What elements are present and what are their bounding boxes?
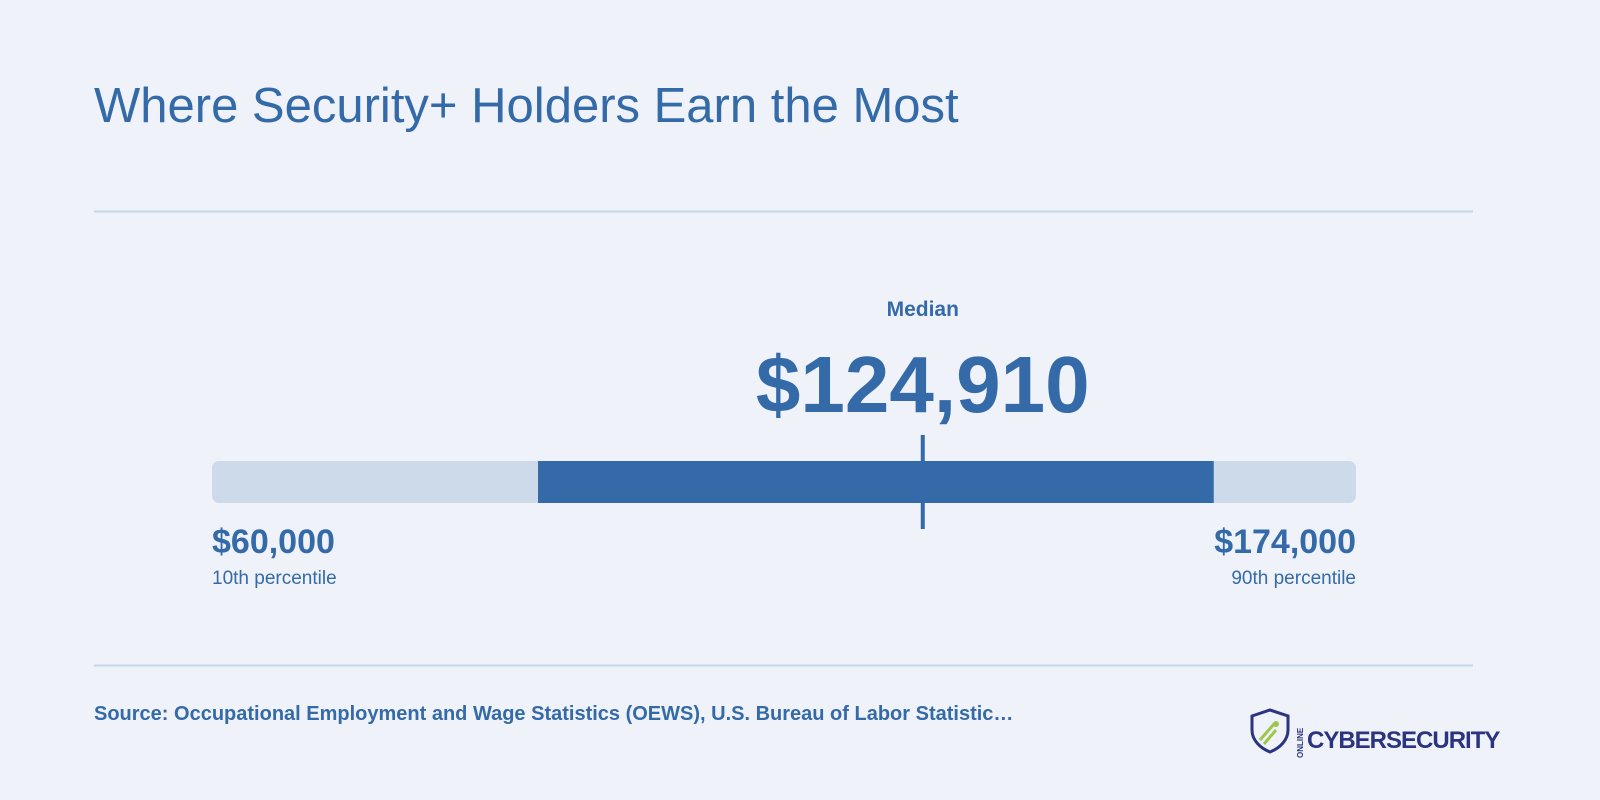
- logo: ONLINE CYBERSECURITY: [1250, 708, 1501, 758]
- chart-title: Where Security+ Holders Earn the Most: [94, 79, 959, 133]
- logo-mark: [1258, 723, 1278, 745]
- logo-small: ONLINE: [1296, 727, 1305, 758]
- source: Source: Occupational Employment and Wage…: [94, 703, 1013, 725]
- logo-name: CYBERSECURITY: [1307, 727, 1500, 754]
- logo-dot: [1273, 721, 1279, 727]
- low-value: $60,000: [212, 523, 335, 561]
- median-value: $124,910: [756, 340, 1090, 429]
- high-value: $174,000: [1214, 523, 1356, 561]
- logo-shield: [1250, 708, 1290, 754]
- low-caption: 10th percentile: [212, 568, 337, 589]
- median-caption: Median: [887, 298, 959, 321]
- high-caption: 90th percentile: [1231, 568, 1356, 589]
- range-bar: [538, 461, 1214, 503]
